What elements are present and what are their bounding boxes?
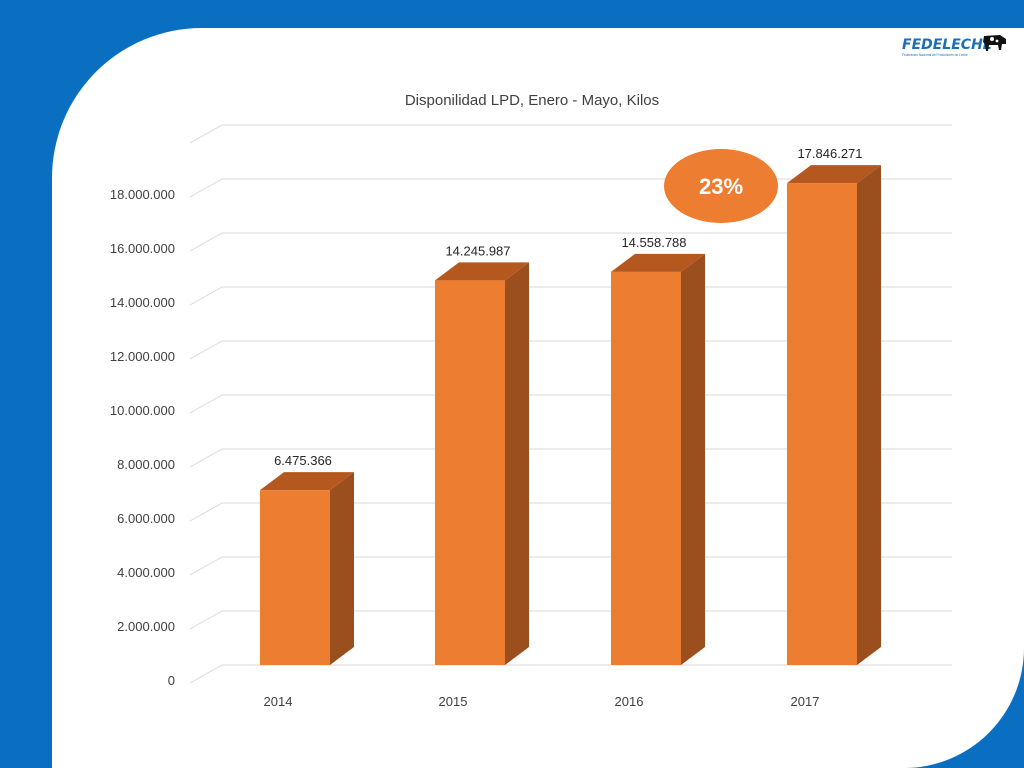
bar-top (435, 262, 529, 281)
bar-side (681, 253, 705, 665)
x-axis-tick-labels: 2014 2015 2016 2017 (264, 694, 820, 709)
gridline-depth (189, 232, 223, 252)
gridline-depth (189, 448, 223, 468)
data-labels: 6.475.366 14.245.987 14.558.788 17.846.271 (274, 146, 862, 468)
y-axis-tick-labels: 0 2.000.000 4.000.000 6.000.000 8.000.000 10.… (110, 187, 175, 688)
y-tick-label: 8.000.000 (117, 457, 175, 472)
bar-top (260, 472, 354, 491)
bar-front (787, 183, 857, 665)
bar-front (611, 271, 681, 665)
bar-2015 (435, 262, 529, 665)
gridline-depth (189, 556, 223, 576)
bar-top (787, 165, 881, 184)
bar-top (611, 253, 705, 272)
chart-title: Disponilidad LPD, Enero - Mayo, Kilos (405, 92, 659, 109)
growth-callout: 23% (664, 149, 778, 223)
fedeleche-logo: FEDELECHE Federación Nacional de Product… (902, 35, 1006, 57)
y-tick-label: 10.000.000 (110, 403, 175, 418)
logo-tagline: Federación Nacional de Productores de Le… (902, 53, 968, 57)
callout-ellipse (664, 149, 778, 223)
bar-2014 (260, 472, 354, 665)
gridline-depth (189, 502, 223, 522)
bar-2017 (787, 165, 881, 665)
data-label: 14.558.788 (621, 235, 686, 250)
x-tick-label: 2014 (264, 694, 293, 709)
y-tick-label: 14.000.000 (110, 295, 175, 310)
gridline-depth (189, 394, 223, 414)
bar-side (505, 262, 529, 665)
data-label: 17.846.271 (797, 146, 862, 161)
gridline-depth (189, 124, 223, 144)
logo-wordmark: FEDELECHE (902, 37, 993, 53)
bar-front (260, 490, 330, 665)
bar-2016 (611, 253, 705, 665)
gridline-depth (189, 178, 223, 198)
gridline-depth (189, 664, 223, 684)
callout-label: 23% (699, 174, 743, 199)
y-tick-label: 16.000.000 (110, 241, 175, 256)
y-tick-label: 18.000.000 (110, 187, 175, 202)
bar-side (857, 165, 881, 665)
cow-icon (983, 35, 1006, 51)
y-tick-label: 6.000.000 (117, 511, 175, 526)
bar-side (330, 472, 354, 665)
bar-front (435, 280, 505, 665)
y-tick-label: 2.000.000 (117, 619, 175, 634)
gridline-depth (189, 610, 223, 630)
x-tick-label: 2016 (615, 694, 644, 709)
y-tick-label: 0 (168, 673, 175, 688)
data-label: 14.245.987 (445, 243, 510, 258)
y-tick-label: 12.000.000 (110, 349, 175, 364)
y-tick-label: 4.000.000 (117, 565, 175, 580)
x-tick-label: 2015 (439, 694, 468, 709)
gridline-depth (189, 286, 223, 306)
gridline-depth (189, 340, 223, 360)
bars (260, 165, 881, 665)
data-label: 6.475.366 (274, 453, 332, 468)
x-tick-label: 2017 (791, 694, 820, 709)
